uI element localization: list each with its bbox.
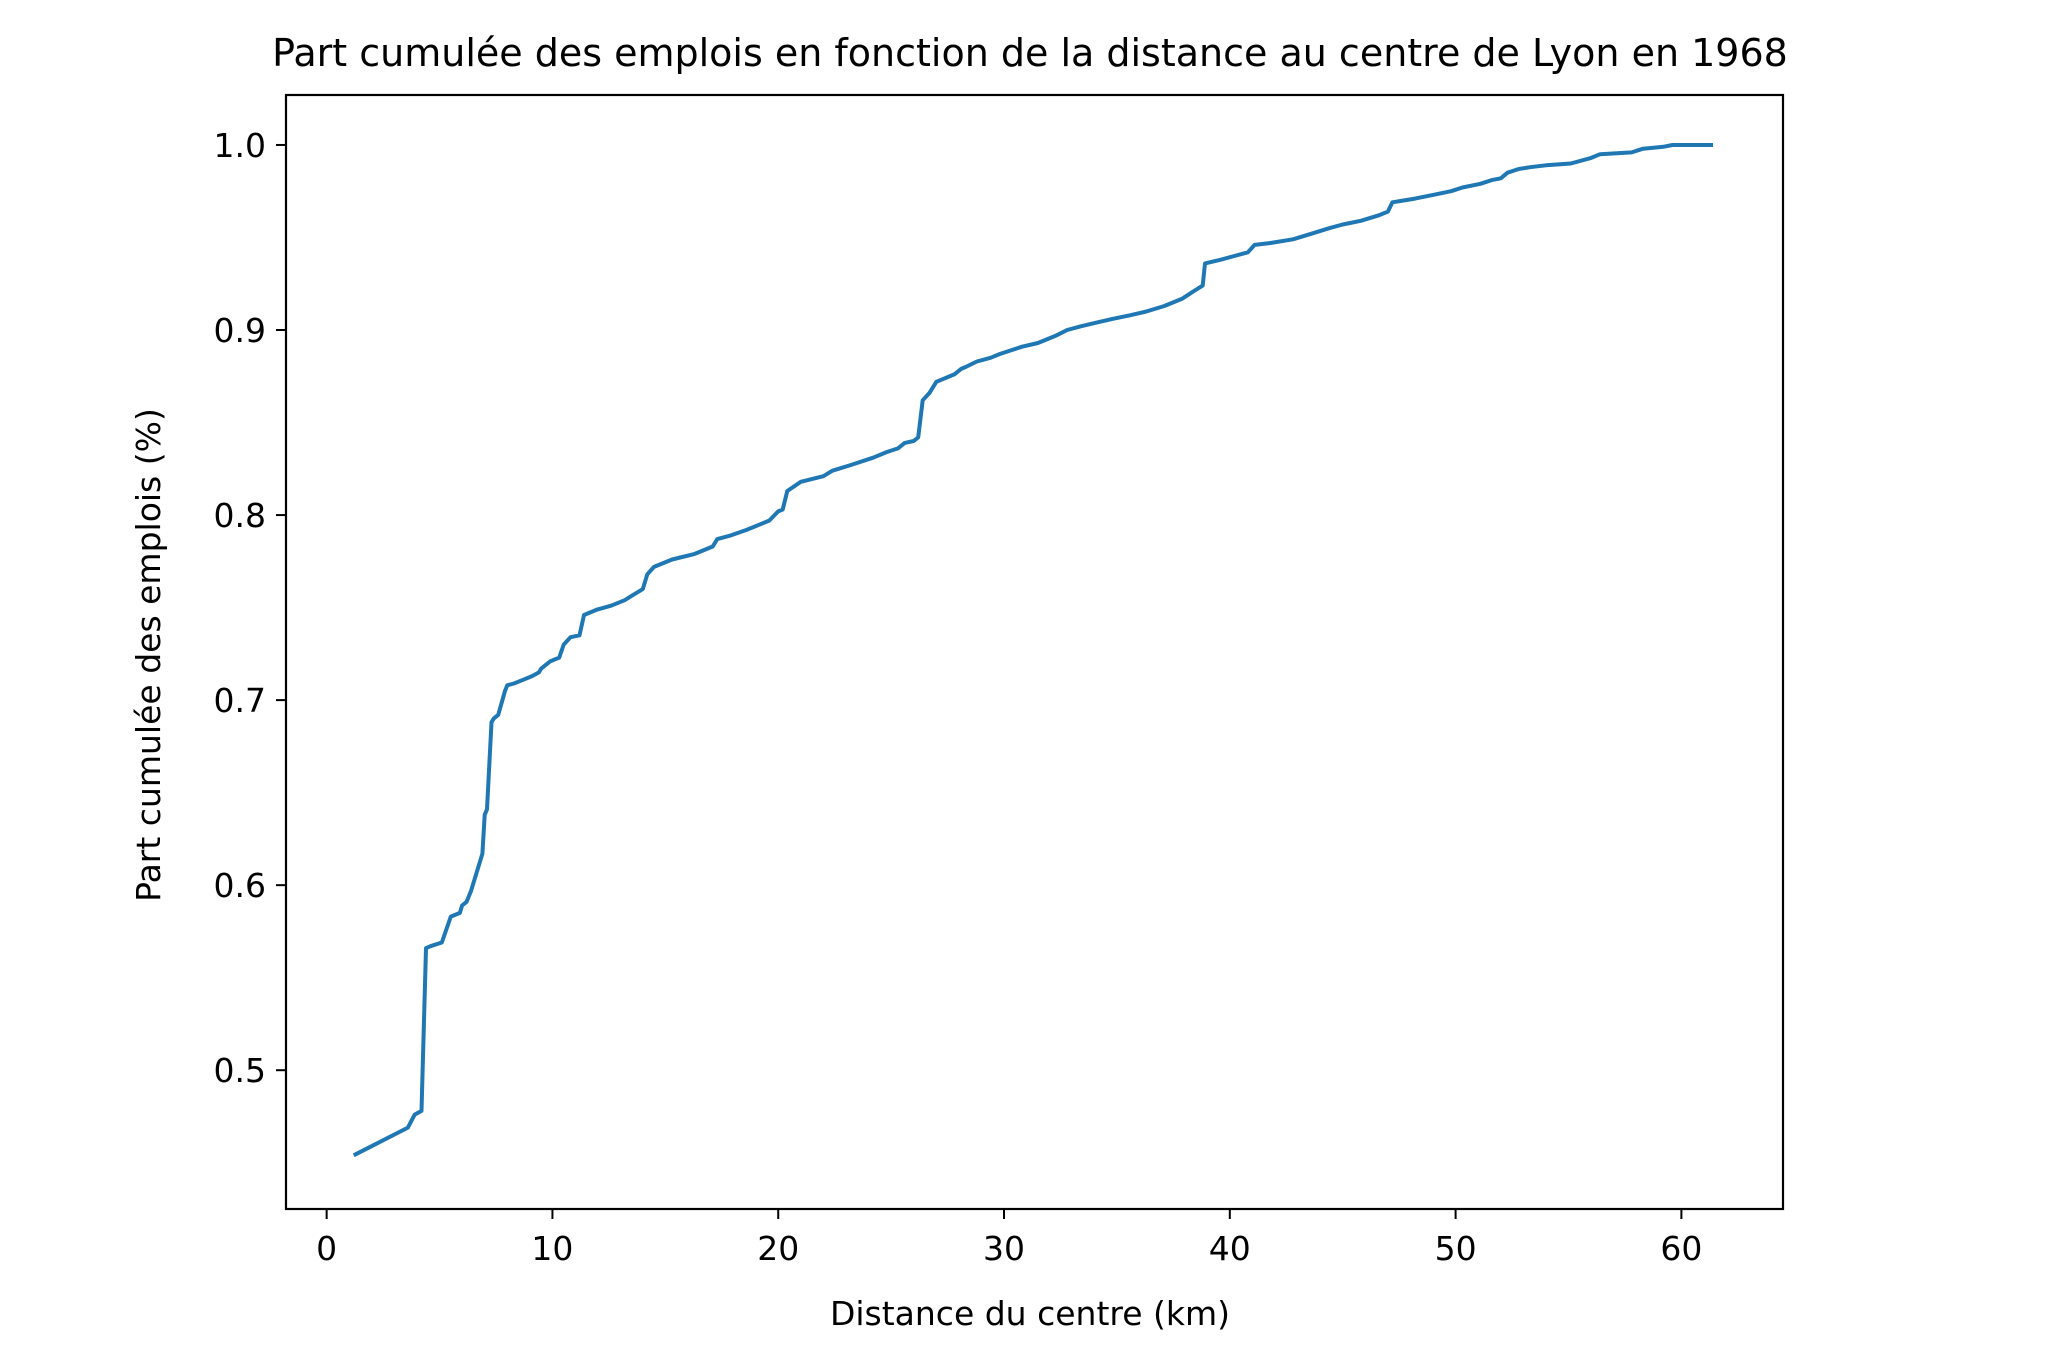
x-axis-label: Distance du centre (km) — [830, 1294, 1230, 1333]
x-tick-label: 30 — [983, 1229, 1025, 1268]
y-tick-label: 0.9 — [214, 311, 266, 350]
y-axis-label: Part cumulée des emplois (%) — [129, 408, 168, 902]
chart-title: Part cumulée des emplois en fonction de … — [272, 31, 1788, 75]
x-tick-label: 20 — [757, 1229, 799, 1268]
y-tick-label: 1.0 — [214, 126, 266, 165]
y-axis: 0.5 0.6 0.7 0.8 0.9 1.0 — [214, 126, 286, 1090]
plot-area — [284, 93, 1785, 1211]
x-axis: 0 10 20 30 40 50 60 — [316, 1209, 1702, 1268]
series-line — [352, 143, 1713, 1158]
y-tick-label: 0.6 — [214, 866, 266, 905]
plot-frame — [284, 93, 1785, 1211]
x-tick-label: 60 — [1660, 1229, 1702, 1268]
y-tick-label: 0.5 — [214, 1051, 266, 1090]
x-tick-label: 50 — [1435, 1229, 1477, 1268]
x-tick-label: 0 — [316, 1229, 337, 1268]
y-tick-label: 0.8 — [214, 496, 266, 535]
x-tick-label: 10 — [531, 1229, 573, 1268]
x-tick-label: 40 — [1209, 1229, 1251, 1268]
y-tick-label: 0.7 — [214, 681, 266, 720]
